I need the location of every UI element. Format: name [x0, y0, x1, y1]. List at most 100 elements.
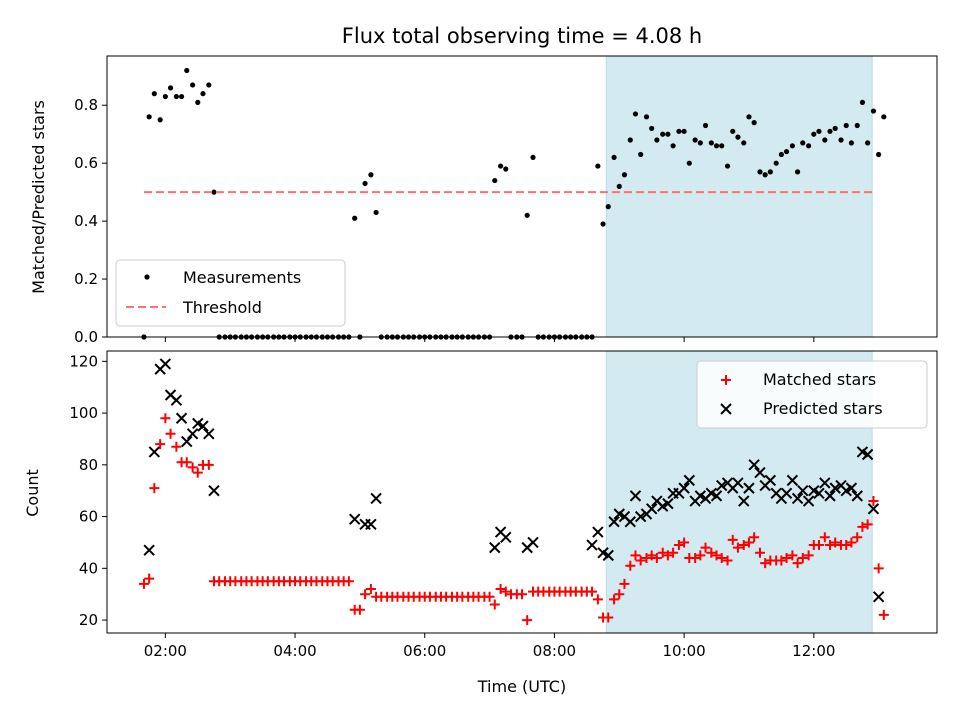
measurement-point: [741, 140, 747, 146]
measurement-point: [730, 128, 736, 134]
matched-stars-point: [727, 534, 738, 545]
matched-stars-point: [192, 467, 203, 478]
measurement-point: [195, 99, 201, 105]
predicted-stars-point: [872, 591, 885, 603]
matched-stars-point: [635, 555, 646, 566]
matched-stars-point: [787, 550, 798, 561]
predicted-stars-point: [489, 541, 501, 554]
predicted-stars-point: [780, 487, 793, 500]
measurement-point: [676, 128, 682, 134]
predicted-stars-point: [159, 358, 172, 370]
bottom-x-tick-label: 06:00: [403, 642, 446, 660]
matched-stars-point: [160, 413, 171, 424]
matched-stars-point: [149, 483, 160, 494]
measurement-point: [627, 137, 633, 143]
matched-stars-point: [171, 441, 182, 452]
measurement-point: [816, 128, 822, 134]
predicted-stars-point: [203, 428, 215, 440]
top-y-axis-label: Matched/Predicted stars: [29, 100, 48, 294]
matched-stars-point: [873, 563, 884, 574]
top-series-1: [141, 67, 887, 340]
measurement-point: [611, 154, 617, 160]
measurement-point: [724, 163, 731, 169]
matched-stars-point: [830, 537, 841, 548]
bottom-panel: 20 40 60 80 100 120 02:00 04:00 06:00 08:00 10:00 1…: [69, 350, 938, 660]
predicted-stars-point: [824, 490, 836, 502]
matched-stars-point: [614, 589, 625, 600]
predicted-stars-point: [732, 477, 744, 489]
measurement-point: [654, 137, 660, 143]
predicted-stars-point: [748, 459, 760, 471]
matched-stars-point: [695, 550, 706, 561]
measurement-point: [832, 125, 838, 132]
predicted-stars-point: [170, 394, 183, 406]
predicted-stars-point: [634, 510, 647, 523]
legend-measurements-label: Measurements: [183, 268, 301, 287]
measurement-point: [806, 143, 812, 149]
matched-stars-point: [711, 550, 722, 561]
x-axis-label: Time (UTC): [477, 677, 566, 696]
measurement-point: [838, 137, 844, 143]
matched-stars-point: [144, 573, 155, 584]
measurement-point: [778, 151, 784, 158]
measurement-point: [757, 169, 763, 175]
matched-stars-point: [841, 540, 852, 551]
top-y-tick-label: 0.0: [74, 328, 98, 346]
predicted-stars-point: [348, 513, 361, 525]
measurement-point: [848, 140, 855, 146]
measurement-point: [632, 111, 639, 117]
predicted-stars-point: [370, 492, 382, 505]
matched-stars-point: [138, 578, 149, 589]
matched-stars-point: [803, 550, 814, 561]
bottom-x-tick-label: 04:00: [273, 642, 316, 660]
top-y-tick-label: 0.2: [74, 270, 98, 288]
measurement-point: [665, 131, 671, 137]
matched-stars-point: [673, 540, 684, 551]
matched-stars-point: [749, 532, 760, 543]
matched-stars-point: [609, 594, 620, 605]
predicted-stars-point: [710, 490, 723, 502]
measurement-point: [200, 91, 206, 97]
bottom-y-tick-label: 100: [69, 404, 98, 422]
predicted-stars-point: [683, 474, 696, 487]
predicted-stars-point: [624, 516, 636, 528]
bottom-y-tick-label: 20: [79, 611, 98, 629]
measurement-point: [660, 131, 666, 137]
measurement-point: [157, 117, 163, 123]
measurement-point: [697, 140, 703, 146]
measurement-point: [881, 114, 887, 120]
measurement-point: [686, 160, 692, 166]
matched-stars-point: [592, 594, 603, 605]
top-y-tick-label: 0.8: [74, 96, 98, 114]
predicted-stars-point: [181, 435, 193, 448]
measurement-point: [767, 169, 773, 175]
matched-stars-point: [657, 547, 668, 558]
predicted-stars-point: [148, 446, 161, 458]
matched-stars-point: [760, 558, 771, 569]
chart-title: Flux total observing time = 4.08 h: [342, 24, 702, 48]
measurement-point: [184, 67, 190, 74]
measurement-point: [822, 137, 828, 143]
predicted-stars-point: [592, 526, 604, 538]
bottom-axes-frame: [106, 350, 938, 634]
predicted-stars-point: [716, 479, 728, 492]
matched-stars-point: [517, 589, 527, 600]
measurement-point: [870, 108, 877, 114]
measurement-point: [643, 114, 650, 120]
matched-stars-point: [862, 519, 873, 530]
predicted-stars-point: [208, 484, 220, 497]
measurement-point: [178, 93, 185, 100]
predicted-stars-point: [143, 544, 155, 556]
predicted-stars-point: [527, 536, 539, 549]
legend-threshold-label: Threshold: [182, 298, 262, 317]
measurement-point: [595, 163, 601, 169]
bottom-y-tick-label: 40: [79, 559, 98, 577]
bottom-y-tick-label: 80: [79, 456, 98, 474]
matched-stars-point: [825, 540, 836, 551]
matched-stars-point: [732, 542, 743, 553]
top-legend-box: [115, 259, 346, 327]
measurement-point: [865, 140, 871, 146]
predicted-stars-point: [786, 474, 799, 487]
